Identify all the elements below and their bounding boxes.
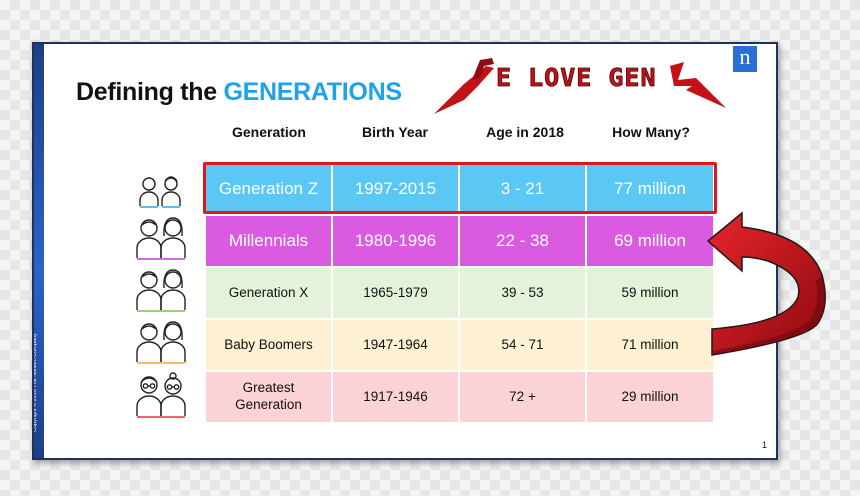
millennials-people-icon <box>136 217 186 260</box>
cell-age: 22 - 38 <box>460 216 587 266</box>
curved-arrow-icon <box>706 211 826 356</box>
header-how-many: How Many? <box>612 124 690 140</box>
cell-generation: Generation Z <box>206 164 333 214</box>
banner-text: E LOVE GEN <box>496 63 657 92</box>
table-row-millennials: Millennials 1980-1996 22 - 38 69 million <box>206 216 713 266</box>
slide-title: Defining the GENERATIONS <box>76 78 402 107</box>
cell-age: 72 + <box>460 372 587 422</box>
title-accent: GENERATIONS <box>223 78 403 106</box>
cell-generation: Baby Boomers <box>206 320 333 370</box>
cell-age: 39 - 53 <box>460 268 587 318</box>
table-row-gen-x: Generation X 1965-1979 39 - 53 59 millio… <box>206 268 713 318</box>
cell-generation: Millennials <box>206 216 333 266</box>
we-love-gen-z-banner: E LOVE GEN <box>434 58 726 114</box>
page-number: 1 <box>762 440 768 450</box>
cell-birth-year: 1965-1979 <box>333 268 460 318</box>
cell-how-many: 69 million <box>614 231 686 251</box>
baby-boomers-people-icon <box>136 321 186 364</box>
cell-how-many: 59 million <box>621 284 679 300</box>
gen-x-people-icon <box>136 269 186 312</box>
table-row-gen-z: Generation Z 1997-2015 3 - 21 77 million <box>206 164 713 214</box>
cell-birth-year: 1980-1996 <box>333 216 460 266</box>
left-strip: Copyright © 2018 The Nielsen Company <box>34 44 44 458</box>
gen-z-kids-icon <box>139 176 181 208</box>
lightning-left-icon <box>434 66 494 114</box>
cell-age: 54 - 71 <box>460 320 587 370</box>
header-birth-year: Birth Year <box>362 124 428 140</box>
cell-how-many: 77 million <box>614 179 686 199</box>
slide: Copyright © 2018 The Nielsen Company Def… <box>32 42 778 460</box>
cell-generation: Generation X <box>206 268 333 318</box>
cell-birth-year: 1997-2015 <box>333 164 460 214</box>
cell-how-many: 71 million <box>621 336 679 352</box>
gen-z-highlight-box <box>203 162 717 214</box>
nielsen-logo: n <box>733 46 757 72</box>
cell-generation: Greatest Generation <box>206 372 333 422</box>
greatest-generation-elderly-icon <box>136 372 186 418</box>
cell-birth-year: 1917-1946 <box>333 372 460 422</box>
cell-birth-year: 1947-1964 <box>333 320 460 370</box>
lightning-right-icon <box>670 62 726 108</box>
cell-age: 3 - 21 <box>460 164 587 214</box>
table-row-baby-boomers: Baby Boomers 1947-1964 54 - 71 71 millio… <box>206 320 713 370</box>
title-prefix: Defining the <box>76 78 217 106</box>
header-generation: Generation <box>232 124 306 140</box>
table-row-greatest-generation: Greatest Generation 1917-1946 72 + 29 mi… <box>206 372 713 422</box>
cell-how-many: 29 million <box>621 388 679 404</box>
copyright-text: Copyright © 2018 The Nielsen Company <box>32 333 38 432</box>
header-age: Age in 2018 <box>486 124 564 140</box>
